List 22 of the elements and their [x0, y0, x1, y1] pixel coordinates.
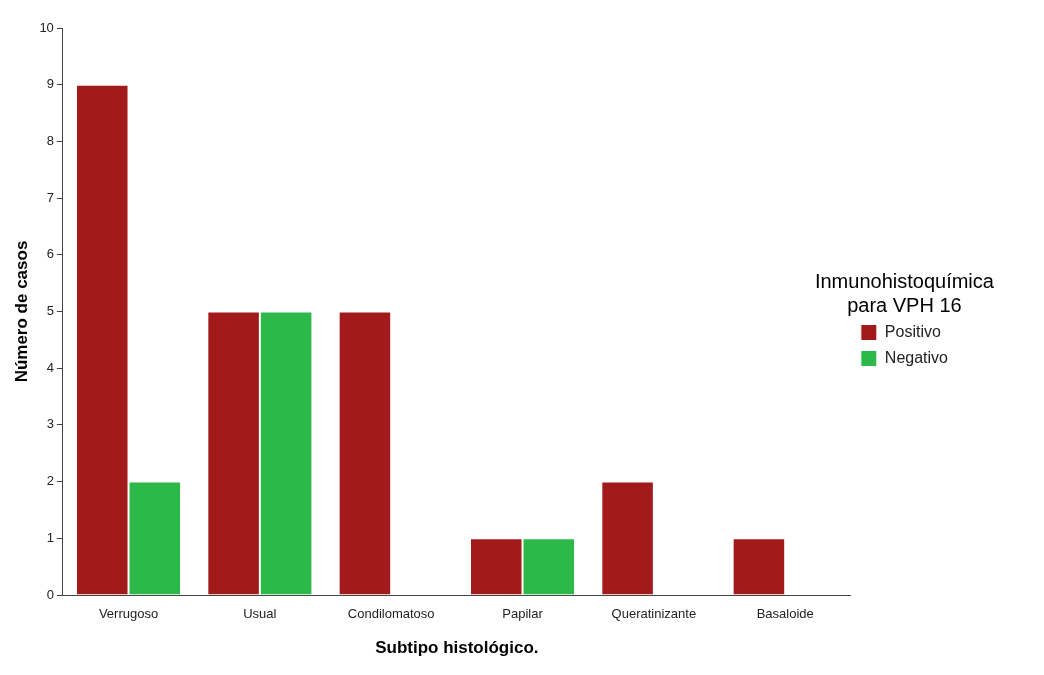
- y-tick-label: 5: [46, 303, 54, 319]
- x-tick-label: Papilar: [502, 606, 544, 622]
- x-tick-label: Queratinizante: [611, 606, 697, 622]
- legend-title: Inmunohistoquímica para VPH 16: [814, 270, 995, 317]
- y-tick-label: 2: [46, 473, 54, 489]
- y-tick-label: 8: [46, 132, 54, 148]
- x-axis-title: Subtipo histológico.: [375, 638, 539, 658]
- legend-label: Positivo: [884, 322, 941, 340]
- x-tick-label: Basaloide: [756, 606, 814, 622]
- x-tick-label: Verrugoso: [98, 606, 159, 622]
- y-tick-label: 7: [46, 189, 54, 205]
- legend-label: Negativo: [884, 348, 949, 366]
- y-tick-label: 3: [46, 416, 54, 432]
- y-tick-label: 6: [46, 246, 54, 262]
- x-tick-label: Usual: [243, 606, 277, 622]
- y-tick-label: 4: [46, 359, 54, 375]
- y-tick-label: 9: [46, 76, 54, 92]
- y-tick-label: 1: [46, 529, 54, 545]
- y-axis-title: Número de casos: [11, 240, 31, 383]
- y-tick-label: 0: [46, 586, 54, 602]
- y-tick-label: 10: [39, 19, 54, 35]
- x-tick-label: Condilomatoso: [347, 606, 435, 622]
